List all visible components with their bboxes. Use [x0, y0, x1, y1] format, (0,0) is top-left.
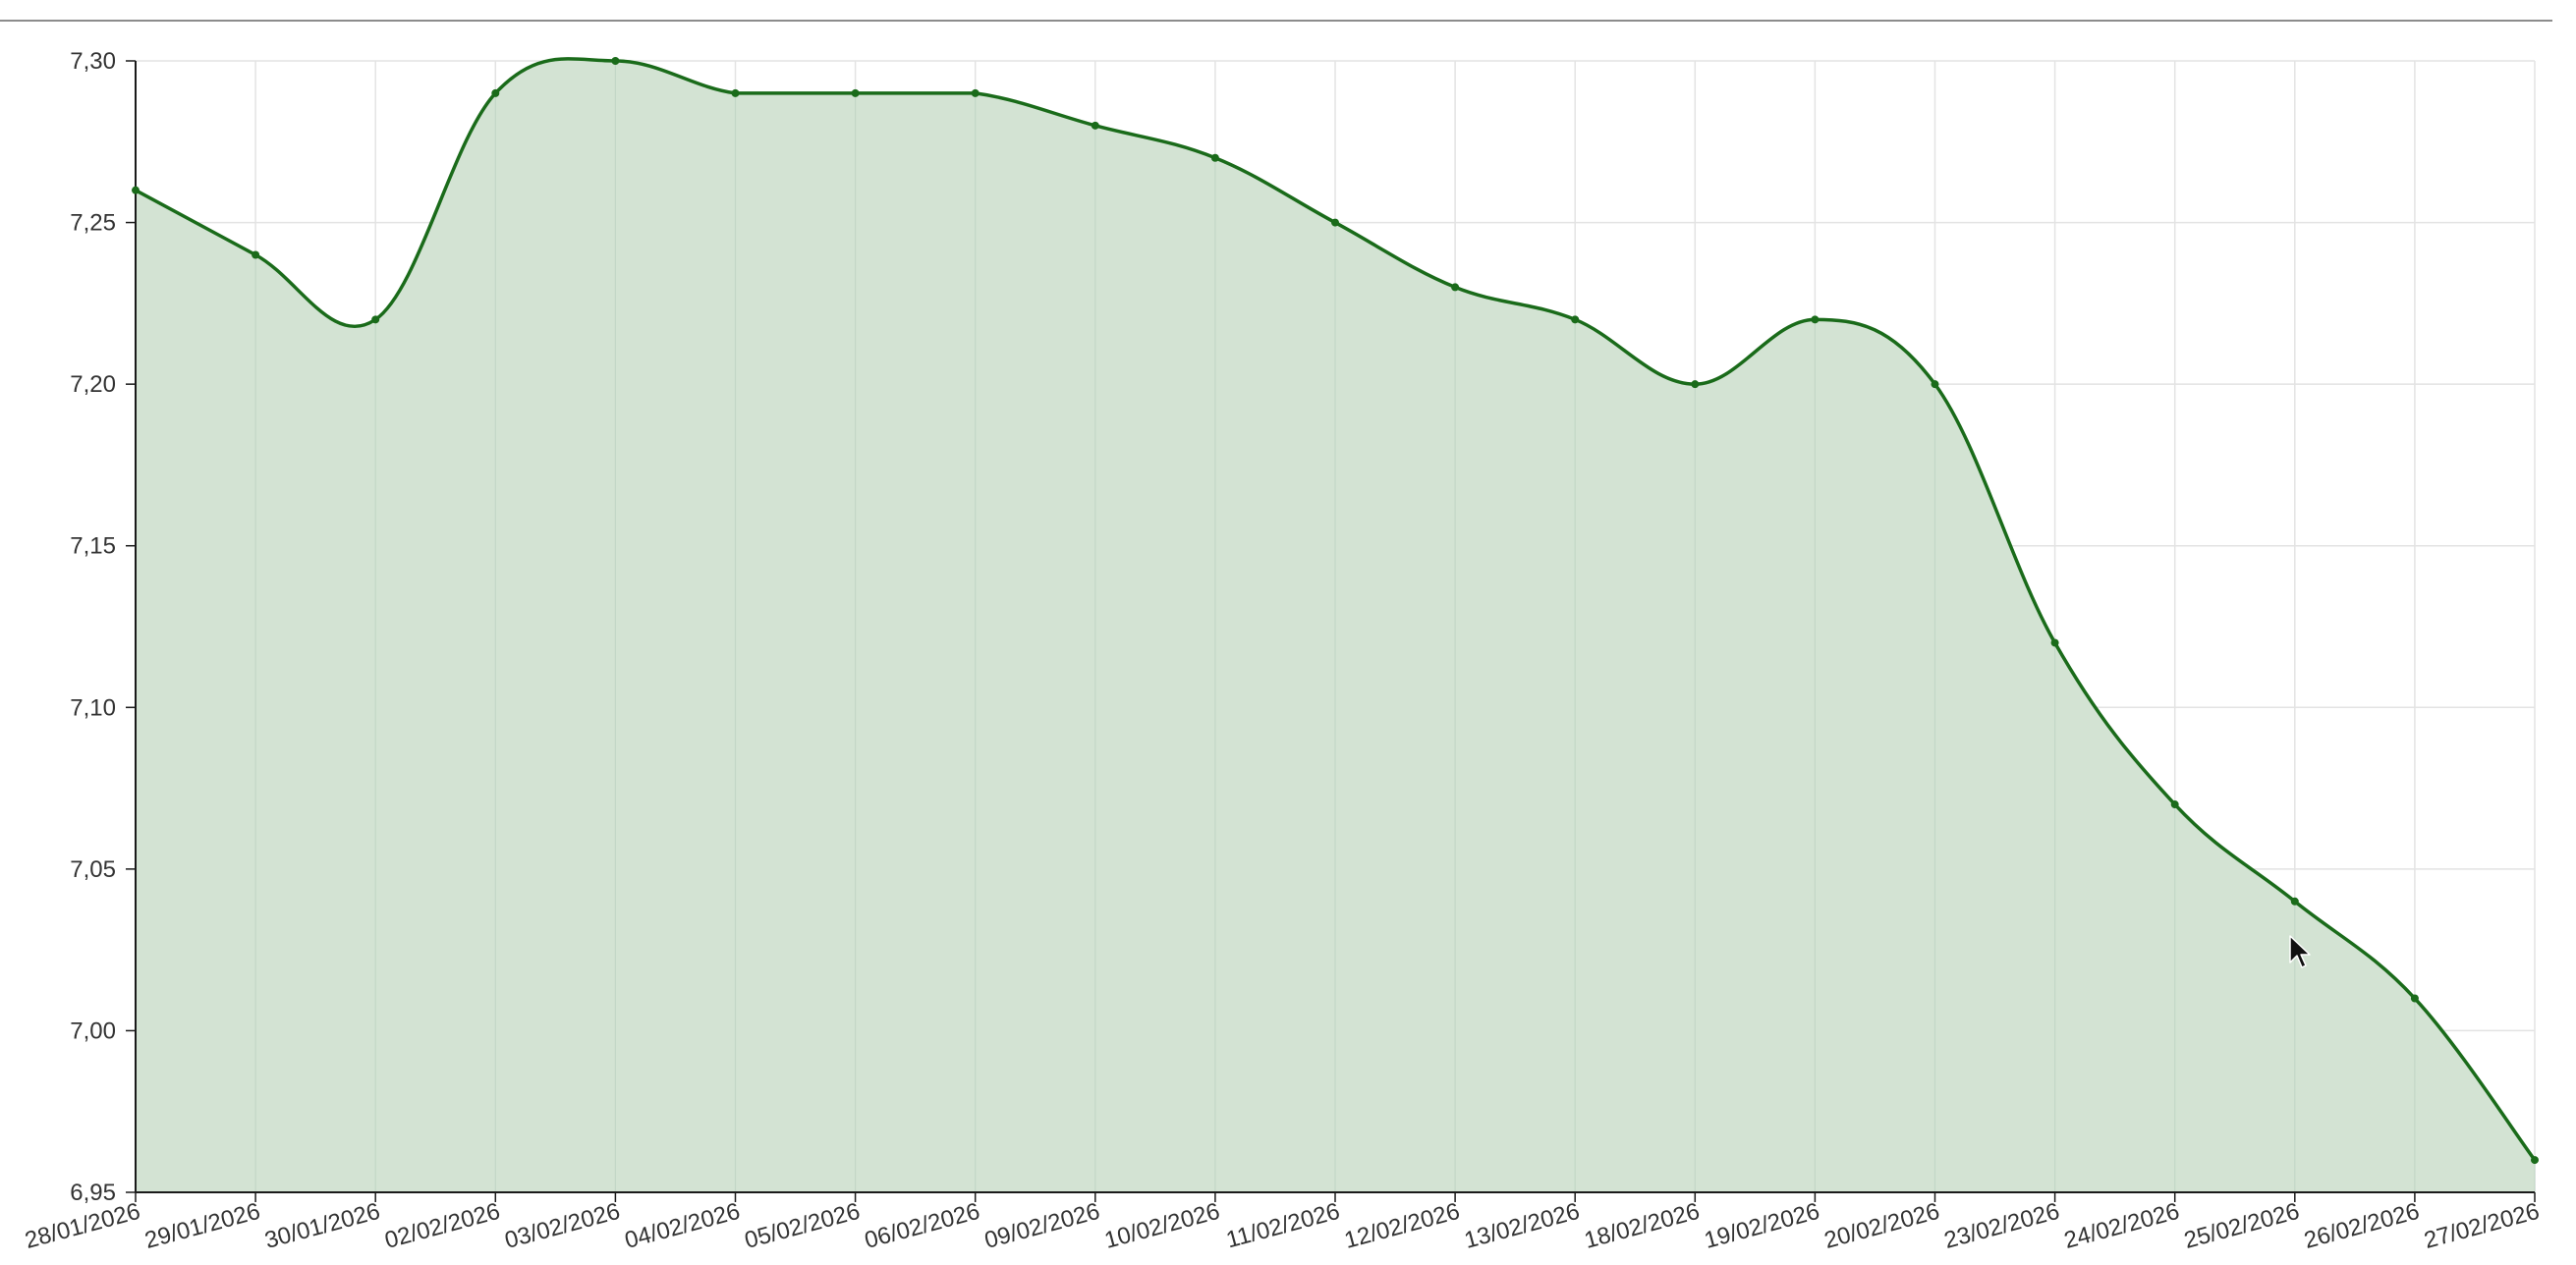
x-tick-label: 12/02/2026	[1342, 1198, 1463, 1254]
y-tick-label: 7,25	[70, 210, 116, 237]
x-tick-label: 25/02/2026	[2181, 1198, 2302, 1254]
data-point	[1571, 315, 1580, 324]
point-layer	[132, 57, 2539, 1165]
x-tick-label: 04/02/2026	[622, 1198, 743, 1254]
data-point	[1931, 380, 1939, 389]
data-point	[1811, 315, 1820, 324]
line-layer	[135, 57, 2537, 1162]
x-tick-label: 27/02/2026	[2422, 1198, 2543, 1254]
x-tick-label: 06/02/2026	[862, 1198, 982, 1254]
x-tick-label: 29/01/2026	[142, 1198, 263, 1254]
y-tick-labels: 6,95 7,00 7,05 7,10 7,15 7,20 7,25 7,30	[70, 48, 116, 1206]
series-line	[135, 57, 2537, 1162]
area-layer	[135, 58, 2536, 1192]
y-tick-label: 7,05	[70, 856, 116, 883]
x-tick-label: 09/02/2026	[981, 1198, 1102, 1254]
data-point	[1331, 218, 1339, 227]
x-tick-label: 05/02/2026	[742, 1198, 863, 1254]
data-point	[611, 57, 620, 65]
x-tick-label: 03/02/2026	[502, 1198, 623, 1254]
data-point	[851, 88, 860, 97]
data-point	[132, 186, 140, 194]
x-tick-label: 02/02/2026	[382, 1198, 503, 1254]
data-point	[491, 88, 500, 97]
y-tick-label: 7,15	[70, 533, 116, 560]
x-tick-label: 30/01/2026	[262, 1198, 383, 1254]
data-point	[1091, 121, 1099, 130]
data-point	[1451, 283, 1460, 292]
data-point	[2170, 800, 2179, 809]
x-tick-label: 19/02/2026	[1702, 1198, 1822, 1254]
data-point	[971, 88, 980, 97]
y-tick-label: 7,20	[70, 371, 116, 398]
data-point	[2410, 994, 2419, 1003]
x-tick-label: 23/02/2026	[1941, 1198, 2062, 1254]
top-divider	[0, 20, 2552, 22]
x-tick-labels: 28/01/2026 29/01/2026 30/01/2026 02/02/2026…	[23, 1198, 2543, 1254]
x-tick-label: 20/02/2026	[1821, 1198, 1942, 1254]
data-point	[2050, 638, 2059, 647]
data-point	[371, 315, 380, 324]
x-tick-label: 24/02/2026	[2061, 1198, 2182, 1254]
data-point	[1691, 380, 1700, 389]
data-point	[1210, 153, 1219, 162]
y-tick-label: 7,00	[70, 1018, 116, 1044]
y-tick-label: 7,30	[70, 48, 116, 75]
x-tick-label: 13/02/2026	[1462, 1198, 1583, 1254]
x-tick-label: 28/01/2026	[23, 1198, 143, 1254]
axis-layer	[126, 60, 2536, 1202]
data-point	[252, 250, 260, 259]
y-tick-label: 6,95	[70, 1180, 116, 1206]
arrow-cursor-icon	[2289, 935, 2311, 970]
data-point	[2290, 897, 2299, 906]
y-tick-label: 7,10	[70, 694, 116, 721]
x-tick-label: 26/02/2026	[2301, 1198, 2422, 1254]
data-point	[2531, 1156, 2539, 1165]
x-tick-label: 10/02/2026	[1101, 1198, 1222, 1254]
x-tick-label: 11/02/2026	[1223, 1198, 1342, 1254]
data-point	[731, 88, 740, 97]
x-tick-label: 18/02/2026	[1582, 1198, 1703, 1254]
